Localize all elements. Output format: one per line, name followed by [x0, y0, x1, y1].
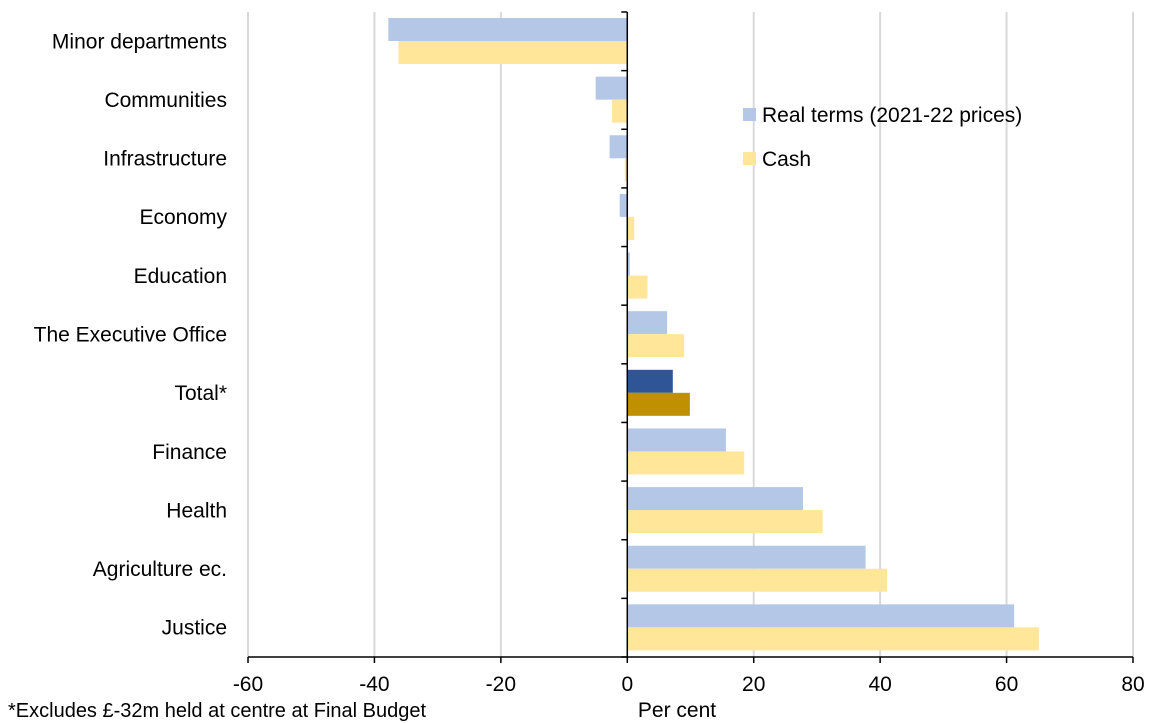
x-axis-label: Per cent	[638, 699, 716, 721]
category-label-the-executive-office: The Executive Office	[34, 324, 227, 347]
category-label-justice: Justice	[162, 617, 227, 640]
bar-cash-justice	[627, 627, 1039, 651]
bar-cash-the-executive-office	[627, 334, 685, 358]
category-label-education: Education	[134, 265, 227, 288]
category-label-agriculture-ec: Agriculture ec.	[93, 558, 227, 581]
bar-real-terms-2021-22-prices-the-executive-office	[627, 311, 668, 335]
x-tick-label: 60	[995, 673, 1018, 696]
bar-real-terms-2021-22-prices-finance	[627, 428, 726, 452]
legend-swatch-real-terms-2021-22-prices	[743, 108, 756, 121]
legend: Real terms (2021-22 prices) Cash	[743, 104, 1022, 171]
x-tick-label: 0	[621, 673, 633, 696]
legend-label-cash: Cash	[762, 148, 811, 171]
bar-real-terms-2021-22-prices-economy	[619, 193, 628, 217]
category-label-economy: Economy	[139, 206, 227, 229]
bar-cash-agriculture-ec	[627, 568, 888, 592]
bar-real-terms-2021-22-prices-infrastructure	[609, 135, 628, 159]
bar-real-terms-2021-22-prices-minor-departments	[388, 18, 628, 41]
footnote: *Excludes £-32m held at centre at Final …	[8, 700, 427, 722]
category-label-infrastructure: Infrastructure	[103, 148, 227, 171]
bar-real-terms-2021-22-prices-communities	[595, 76, 628, 100]
bar-cash-education	[627, 275, 648, 299]
category-label-health: Health	[166, 499, 227, 522]
bar-cash-communities	[612, 99, 628, 123]
bar-cash-health	[627, 510, 823, 534]
legend-swatch-cash	[743, 152, 756, 165]
x-tick-label: -40	[359, 673, 389, 696]
bar-cash-infrastructure	[624, 158, 628, 182]
category-label-total: Total*	[174, 382, 227, 405]
bar-real-terms-2021-22-prices-agriculture-ec	[627, 545, 866, 569]
x-tick-label: -20	[486, 673, 516, 696]
bar-real-terms-2021-22-prices-justice	[627, 604, 1015, 628]
category-label-minor-departments: Minor departments	[52, 30, 227, 53]
category-label-communities: Communities	[104, 89, 227, 112]
bar-real-terms-2021-22-prices-total	[627, 369, 673, 393]
axes	[247, 11, 1134, 663]
category-label-finance: Finance	[152, 441, 227, 464]
bar-real-terms-2021-22-prices-education	[627, 252, 630, 276]
x-tick-label: 40	[868, 673, 891, 696]
bar-cash-minor-departments	[398, 41, 628, 64]
x-tick-label: 80	[1121, 673, 1144, 696]
bar-cash-finance	[627, 451, 745, 475]
bar-cash-economy	[627, 216, 635, 240]
bar-real-terms-2021-22-prices-health	[627, 487, 804, 511]
x-tick-label: 20	[742, 673, 765, 696]
bar-cash-total	[627, 392, 690, 416]
x-tick-label: -60	[233, 673, 263, 696]
category-labels: Minor departments Communities Infrastructu…	[34, 30, 228, 639]
bars	[388, 18, 1039, 651]
x-tick-labels: -60 -40 -20 0 20 40 60 80	[233, 673, 1145, 696]
legend-label-real-terms-2021-22-prices: Real terms (2021-22 prices)	[762, 104, 1022, 127]
